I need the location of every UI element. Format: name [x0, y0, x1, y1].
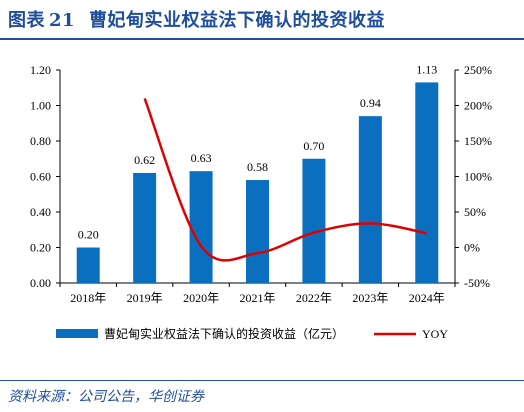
right-axis-tick-label: 50% — [464, 205, 486, 219]
bar — [76, 247, 100, 283]
bar-data-label: 0.62 — [134, 153, 155, 167]
figure-title-text: 曹妃甸实业权益法下确认的投资收益 — [89, 10, 386, 31]
left-axis-tick-label: 0.20 — [30, 241, 51, 255]
yoy-line-series — [143, 97, 428, 262]
left-axis-tick-label: 1.20 — [30, 63, 51, 77]
right-axis-tick-label: 100% — [464, 170, 492, 184]
bar — [246, 180, 269, 283]
chart: 0.00 0.20 0.40 0.60 0.80 1.00 1.20 -50% 0% 50% 10… — [30, 62, 492, 341]
right-axis-tick-label: 250% — [464, 63, 492, 77]
figure-title: 图表 21 曹妃甸实业权益法下确认的投资收益 — [0, 6, 385, 32]
bar-data-label: 0.20 — [78, 228, 99, 242]
bar — [358, 116, 382, 284]
footer-divider — [0, 380, 524, 381]
right-axis-tick-label: 200% — [464, 99, 492, 113]
bar — [189, 171, 213, 283]
legend-bar-label: 曹妃甸实业权益法下确认的投资收益（亿元） — [104, 326, 344, 341]
yoy-line — [143, 97, 428, 262]
source-note: 资料来源：公司公告，华创证券 — [8, 389, 204, 405]
figure-label: 图表 — [8, 10, 45, 31]
bar — [415, 82, 439, 283]
figure-number: 21 — [49, 10, 76, 31]
x-axis-tick-label: 2022年 — [296, 291, 332, 305]
right-axis-tick-label: 150% — [464, 134, 492, 148]
left-axis-tick-label: 0.00 — [30, 276, 51, 290]
left-axis-tick-label: 1.00 — [30, 99, 51, 113]
legend: 曹妃甸实业权益法下确认的投资收益（亿元） YOY — [56, 326, 448, 341]
left-axis-tick-label: 0.60 — [30, 170, 51, 184]
bar-data-labels: 0.20 0.62 0.63 0.58 0.70 0.94 1.13 — [78, 62, 438, 241]
bar-data-label: 0.94 — [360, 96, 381, 110]
bar-data-label: 0.58 — [247, 160, 268, 174]
x-axis-tick-label: 2021年 — [239, 291, 275, 305]
x-axis-tick-label: 2019年 — [127, 291, 163, 305]
x-axis: 2018年 2019年 2020年 2021年 2022年 2023年 2024年 — [59, 282, 456, 305]
bar — [302, 158, 326, 283]
left-axis-tick-label: 0.80 — [30, 134, 51, 148]
right-axis-tick-label: 0% — [464, 241, 480, 255]
legend-line-label: YOY — [422, 327, 448, 341]
left-axis: 0.00 0.20 0.40 0.60 0.80 1.00 1.20 — [30, 63, 61, 290]
title-divider — [0, 38, 524, 40]
bar-data-label: 1.13 — [416, 62, 437, 76]
bar-data-label: 0.70 — [303, 139, 324, 153]
bar-data-label: 0.63 — [191, 151, 212, 165]
x-axis-tick-label: 2020年 — [183, 291, 219, 305]
left-axis-tick-label: 0.40 — [30, 205, 51, 219]
x-axis-tick-label: 2018年 — [70, 291, 106, 305]
x-axis-tick-label: 2024年 — [409, 291, 445, 305]
figure-title-bar: 图表 21 曹妃甸实业权益法下确认的投资收益 — [0, 0, 524, 38]
x-axis-tick-label: 2023年 — [352, 291, 388, 305]
legend-bar-swatch — [56, 329, 98, 338]
bar — [133, 172, 157, 283]
right-axis: -50% 0% 50% 100% 150% 200% 250% — [454, 63, 492, 290]
right-axis-tick-label: -50% — [464, 276, 490, 290]
